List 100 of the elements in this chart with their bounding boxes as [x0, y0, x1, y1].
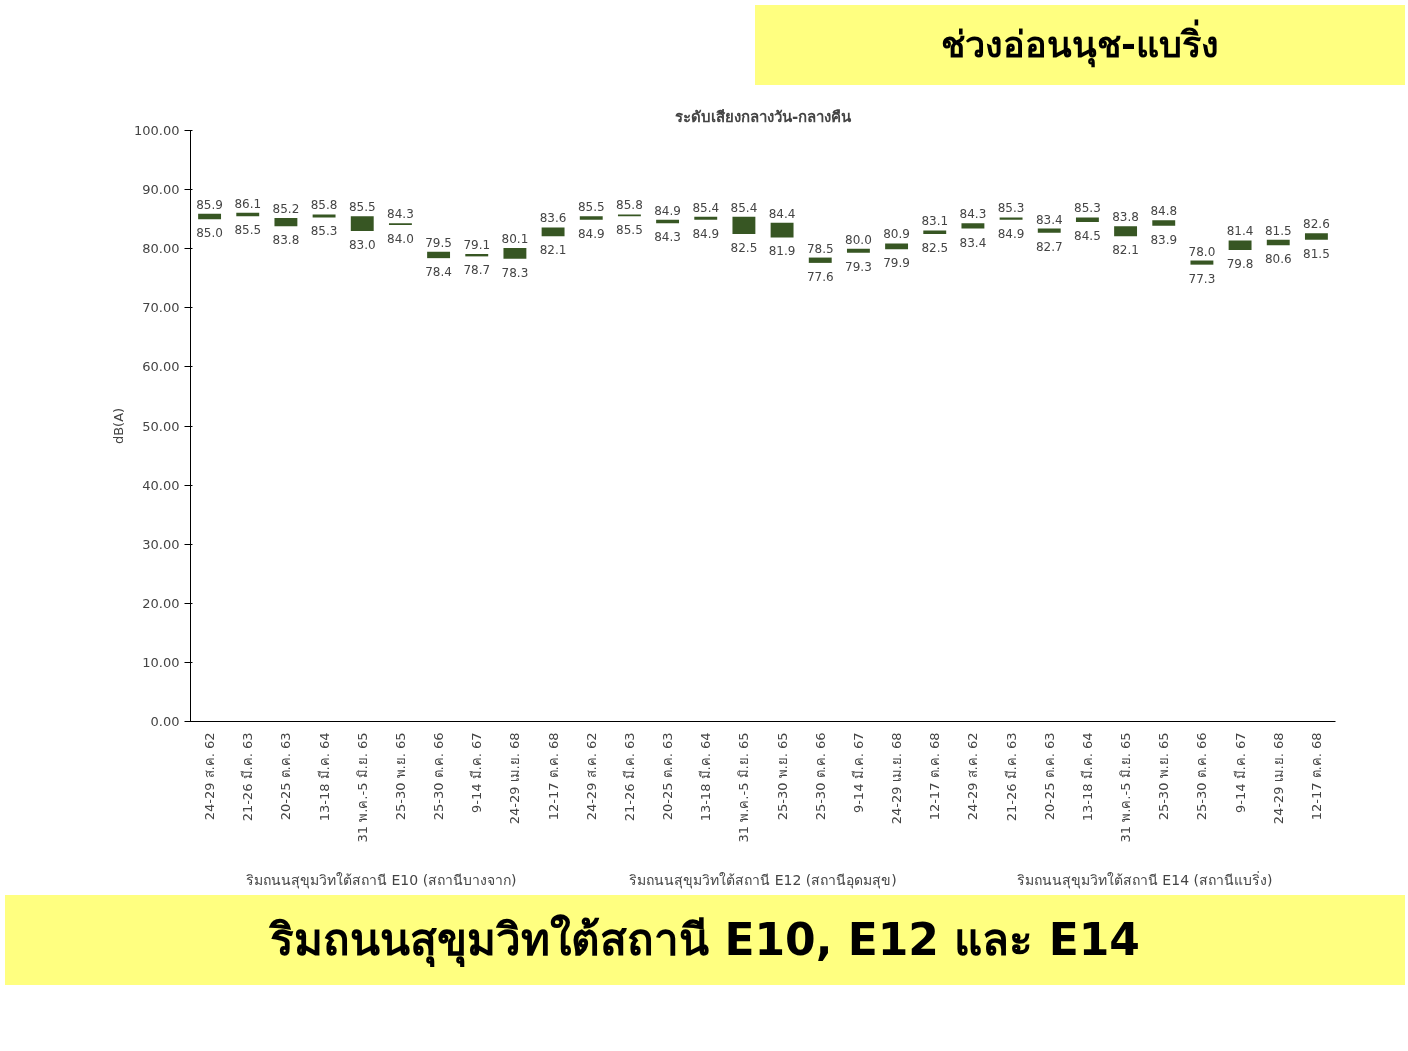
x-tick-label: 13-18 มี.ค. 64 — [316, 732, 332, 822]
x-tick-label: 12-17 ต.ค. 68 — [927, 732, 943, 821]
annotation: 84.9 — [692, 226, 720, 241]
bar — [579, 216, 603, 220]
annotation: 77.6 — [806, 269, 834, 284]
x-tick-label: 31 พ.ค.-5 มิ.ย. 65 — [736, 732, 752, 843]
bar — [732, 216, 756, 234]
x-tick-label: 31 พ.ค.-5 มิ.ย. 65 — [354, 732, 370, 843]
data-label: 80.1 — [501, 232, 529, 247]
x-tick-label: 31 พ.ค.-5 มิ.ย. 65 — [1118, 732, 1134, 843]
x-tick-label: 25-30 พ.ย. 65 — [1156, 732, 1172, 821]
data-label: 80.9 — [883, 227, 910, 242]
annotation: 82.1 — [539, 243, 567, 258]
x-tick-label: 25-30 ต.ค. 66 — [812, 732, 828, 821]
data-label: 84.3 — [387, 207, 414, 222]
x-tick-label: 21-26 มี.ค. 63 — [1003, 732, 1019, 822]
x-tick-label: 24-29 เม.ย. 68 — [507, 732, 523, 825]
data-label: 85.5 — [348, 200, 376, 215]
x-tick-label: 13-18 มี.ค. 64 — [1079, 732, 1095, 822]
bar — [427, 251, 451, 259]
data-label: 85.2 — [272, 201, 300, 216]
annotation: 82.5 — [921, 240, 949, 255]
x-tick-label: 9-14 มี.ค. 67 — [1232, 732, 1248, 814]
bar — [1190, 260, 1214, 265]
y-tick-label: 0.00 — [150, 714, 180, 729]
x-tick-label: 24-29 เม.ย. 68 — [889, 732, 905, 825]
annotation: 83.4 — [959, 235, 987, 250]
data-label: 84.3 — [959, 207, 987, 222]
x-tick-label: 9-14 มี.ค. 67 — [469, 732, 485, 814]
data-label: 83.8 — [1112, 210, 1139, 225]
annotation: 79.9 — [883, 256, 910, 271]
x-tick-label: 20-25 ต.ค. 63 — [278, 732, 294, 821]
bar — [350, 216, 374, 231]
bar — [1266, 239, 1290, 246]
y-tick-label: 30.00 — [142, 536, 180, 552]
bar — [923, 230, 947, 234]
x-tick-label: 21-26 มี.ค. 63 — [240, 732, 256, 822]
data-label: 81.5 — [1264, 223, 1292, 238]
annotation: 85.3 — [310, 224, 338, 239]
x-tick-label: 12-17 ต.ค. 68 — [545, 732, 561, 821]
data-label: 85.8 — [310, 198, 338, 213]
y-tick-label: 100.00 — [134, 123, 180, 138]
data-label: 80.0 — [845, 232, 872, 247]
text: ริมถนนสุขุมวิทใต้สถานี E14 (สถานีแบริ่ง) — [1016, 870, 1273, 889]
x-tick-label: 21-26 มี.ค. 63 — [621, 732, 637, 822]
data-label: 85.3 — [1074, 201, 1101, 216]
y-tick-label: 90.00 — [142, 182, 180, 198]
annotation: 78.7 — [463, 263, 491, 278]
annotation: 79.8 — [1226, 256, 1254, 271]
x-tick-label: 25-30 พ.ย. 65 — [392, 732, 408, 821]
data-label: 85.9 — [196, 197, 223, 212]
chart-title: ระดับเสียงกลางวัน-กลางคืน — [674, 107, 853, 126]
annotation: 84.3 — [654, 230, 681, 245]
x-tick-label: 24-29 เม.ย. 68 — [1270, 732, 1286, 825]
data-label: 83.4 — [1035, 212, 1063, 227]
data-label: 78.5 — [806, 241, 834, 256]
x-tick-label: 24-29 ส.ค. 62 — [583, 732, 599, 821]
annotation: 81.9 — [768, 244, 796, 259]
x-tick-label: 25-30 ต.ค. 66 — [431, 732, 447, 821]
x-tick-label: 24-29 ส.ค. 62 — [965, 732, 981, 821]
annotation: 77.3 — [1188, 271, 1216, 286]
data-label: 78.0 — [1188, 244, 1216, 259]
annotation: 82.5 — [730, 240, 758, 255]
data-label: 84.4 — [768, 206, 796, 221]
x-tick-label: 12-17 ต.ค. 68 — [1308, 732, 1324, 821]
annotation: 80.6 — [1264, 252, 1292, 267]
annotation: 79.3 — [845, 259, 872, 274]
annotation: 85.5 — [234, 223, 262, 238]
bar — [1152, 220, 1176, 226]
text: ริมถนนสุขุมวิทใต้สถานี E10, E12 และ E14 — [270, 913, 1140, 969]
data-label: 85.4 — [692, 200, 720, 215]
y-tick-label: 40.00 — [142, 477, 180, 493]
bar — [198, 213, 222, 220]
data-label: 83.6 — [539, 211, 567, 226]
y-tick-label: 80.00 — [142, 241, 180, 257]
annotation: 84.5 — [1074, 229, 1101, 244]
bar — [846, 248, 870, 253]
annotation: 85.5 — [616, 223, 643, 238]
annotation: 84.9 — [577, 226, 605, 241]
bar — [1037, 228, 1061, 233]
annotation: 83.8 — [272, 233, 300, 248]
x-tick-label: 13-18 มี.ค. 64 — [698, 732, 714, 822]
text: ริมถนนสุขุมวิทใต้สถานี E12 (สถานีอุดมสุข) — [629, 871, 897, 889]
data-label: 85.3 — [997, 201, 1025, 216]
data-label: 79.1 — [463, 238, 491, 253]
data-label: 84.8 — [1150, 204, 1178, 219]
bar — [808, 257, 832, 263]
data-label: 81.4 — [1226, 224, 1254, 239]
y-axis-title: dB(A) — [111, 407, 127, 445]
bar — [694, 216, 718, 220]
annotation: 78.3 — [501, 265, 529, 280]
annotation: 82.1 — [1112, 243, 1139, 258]
bar — [274, 217, 298, 227]
y-tick-label: 60.00 — [142, 359, 180, 375]
y-tick-label: 20.00 — [142, 595, 180, 611]
data-label: 82.6 — [1303, 217, 1330, 232]
x-tick-label: 20-25 ต.ค. 63 — [1041, 732, 1057, 821]
x-tick-label: 20-25 ต.ค. 63 — [660, 732, 676, 821]
y-tick-label: 50.00 — [142, 418, 180, 434]
data-label: 85.4 — [730, 200, 758, 215]
